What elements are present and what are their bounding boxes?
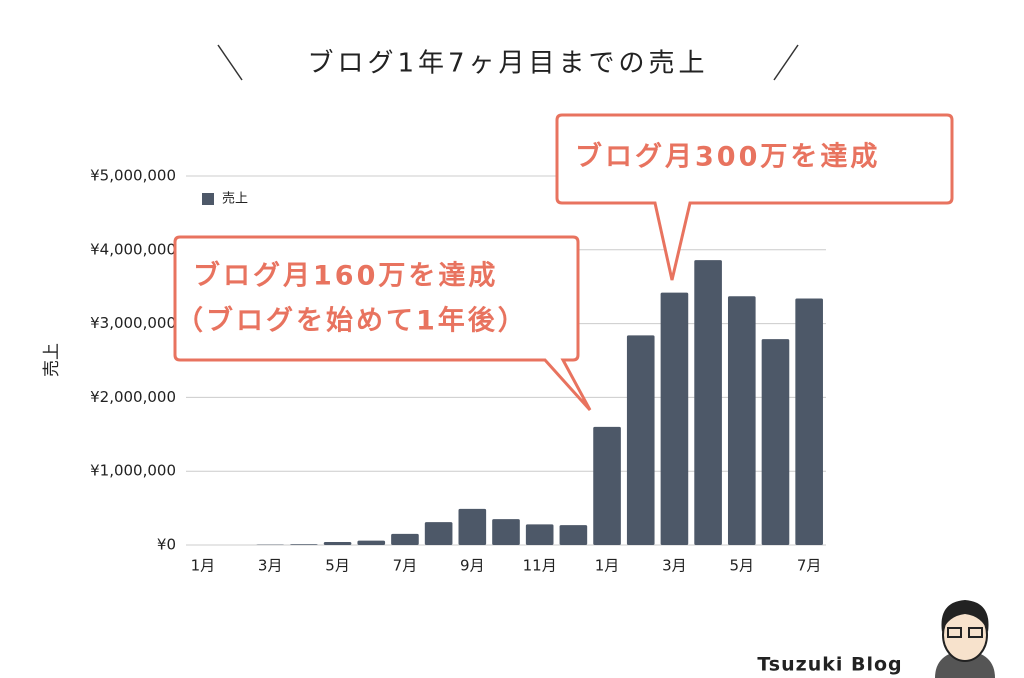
bar bbox=[761, 339, 790, 545]
bar bbox=[694, 260, 722, 545]
y-tick-label: ¥3,000,000 bbox=[90, 314, 176, 332]
x-tick-label: 5月 bbox=[730, 557, 755, 575]
bar bbox=[593, 426, 621, 545]
legend-swatch bbox=[202, 193, 214, 205]
x-tick-label: 9月 bbox=[460, 557, 485, 575]
annotation: （ブログを始めて1年後） bbox=[176, 305, 528, 337]
bar bbox=[559, 525, 588, 545]
bar bbox=[795, 298, 823, 545]
x-tick-label: 3月 bbox=[258, 557, 283, 575]
annotation: ブログ月300万を達成 bbox=[575, 141, 880, 173]
bar bbox=[727, 296, 756, 545]
x-tick-label: 7月 bbox=[797, 557, 822, 575]
y-tick-label: ¥0 bbox=[157, 536, 176, 554]
bar bbox=[626, 335, 655, 545]
title-decoration bbox=[217, 44, 243, 81]
callout bbox=[555, 113, 954, 281]
y-tick-label: ¥5,000,000 bbox=[90, 167, 176, 185]
x-tick-label: 3月 bbox=[662, 557, 687, 575]
y-tick-label: ¥2,000,000 bbox=[90, 388, 176, 406]
bar bbox=[492, 519, 520, 545]
legend-label: 売上 bbox=[222, 191, 248, 207]
bar bbox=[525, 524, 554, 545]
y-tick-label: ¥4,000,000 bbox=[90, 240, 176, 258]
annotation: ブログ月160万を達成 bbox=[193, 260, 498, 292]
avatar bbox=[935, 600, 995, 678]
bar bbox=[660, 292, 689, 545]
x-tick-label: 1月 bbox=[595, 557, 620, 575]
bar bbox=[424, 522, 453, 545]
chart-title: ブログ1年7ヶ月目までの売上 bbox=[307, 49, 708, 79]
title-decoration bbox=[773, 44, 799, 81]
bar bbox=[323, 542, 352, 545]
y-axis-label: 売上 bbox=[42, 343, 62, 377]
brand: Tsuzuki Blog bbox=[757, 654, 902, 676]
x-tick-label: 1月 bbox=[191, 557, 216, 575]
x-tick-label: 11月 bbox=[523, 557, 557, 575]
bar bbox=[357, 540, 386, 545]
bar bbox=[458, 508, 487, 545]
y-tick-label: ¥1,000,000 bbox=[90, 462, 176, 480]
bar bbox=[290, 544, 318, 545]
callout bbox=[173, 235, 592, 412]
x-tick-label: 7月 bbox=[393, 557, 418, 575]
x-tick-label: 5月 bbox=[325, 557, 350, 575]
bar bbox=[391, 533, 419, 545]
plot: ¥0 ¥1,000,000 ¥2,000,000 ¥3,000,000 ¥4,000,0… bbox=[90, 167, 826, 575]
